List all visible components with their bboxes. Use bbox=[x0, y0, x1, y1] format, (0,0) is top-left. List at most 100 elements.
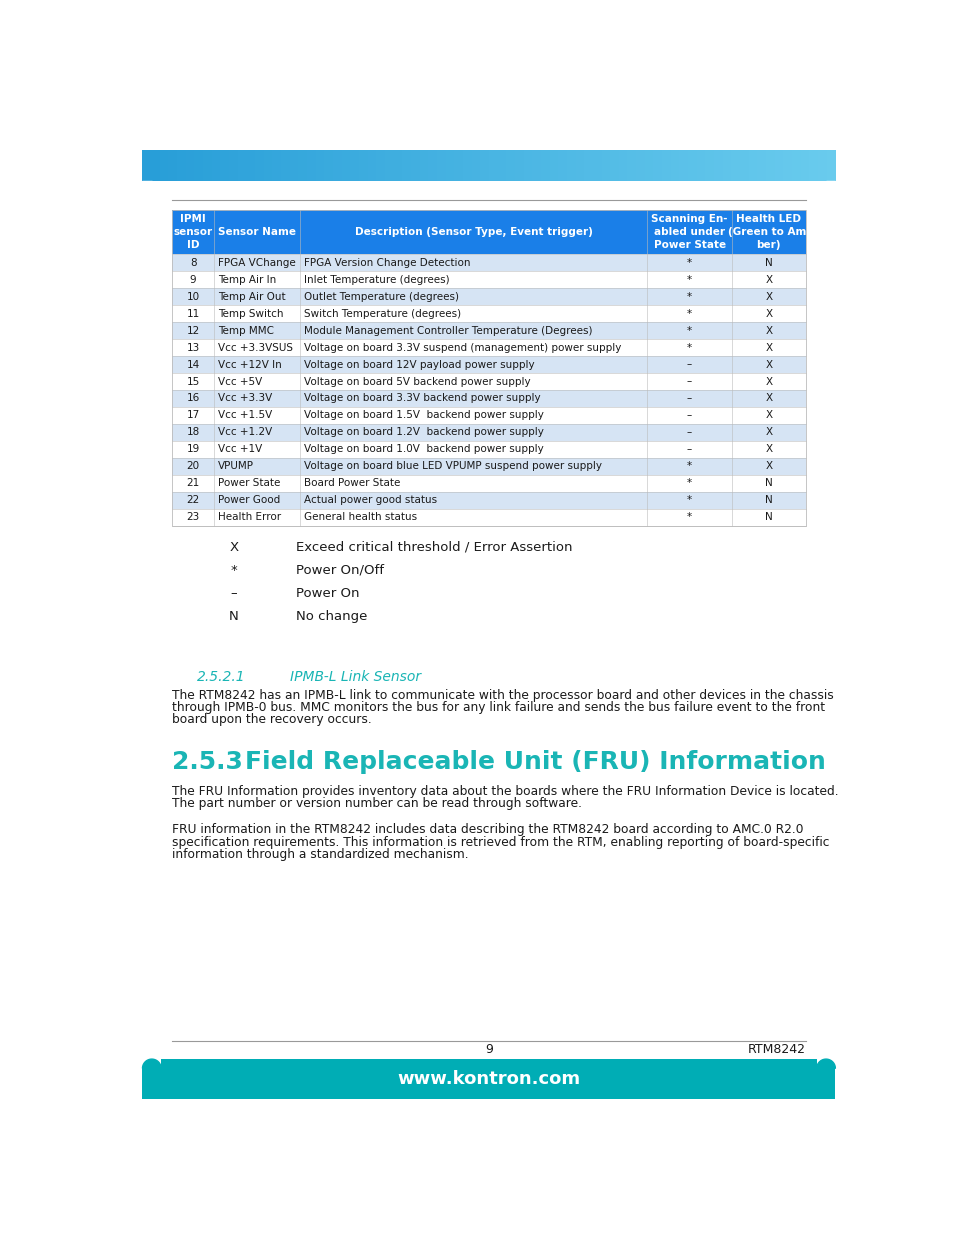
Bar bbox=[394, 148, 403, 180]
Text: *: * bbox=[231, 563, 237, 577]
Text: 12: 12 bbox=[187, 326, 199, 336]
Text: *: * bbox=[686, 461, 692, 472]
Text: 9: 9 bbox=[484, 1044, 493, 1056]
Text: General health status: General health status bbox=[304, 513, 416, 522]
Text: IPMI
sensor
ID: IPMI sensor ID bbox=[173, 215, 213, 249]
Bar bbox=[532, 148, 541, 180]
Text: Voltage on board 1.5V  backend power supply: Voltage on board 1.5V backend power supp… bbox=[304, 410, 543, 420]
Bar bbox=[644, 148, 654, 180]
Bar bbox=[462, 148, 472, 180]
Bar bbox=[186, 148, 195, 180]
Bar bbox=[367, 148, 376, 180]
Text: Power State: Power State bbox=[218, 478, 280, 488]
Text: X: X bbox=[764, 326, 772, 336]
Text: Voltage on board 3.3V backend power supply: Voltage on board 3.3V backend power supp… bbox=[304, 394, 540, 404]
Text: Board Power State: Board Power State bbox=[304, 478, 400, 488]
Bar bbox=[445, 148, 455, 180]
Text: –: – bbox=[686, 359, 692, 369]
Text: 15: 15 bbox=[187, 377, 199, 387]
Bar bbox=[618, 148, 628, 180]
Bar bbox=[540, 148, 550, 180]
Text: Switch Temperature (degrees): Switch Temperature (degrees) bbox=[304, 309, 460, 319]
Bar bbox=[375, 148, 385, 180]
Text: *: * bbox=[686, 478, 692, 488]
Text: specification requirements. This information is retrieved from the RTM, enabling: specification requirements. This informa… bbox=[172, 836, 828, 848]
Text: Health Error: Health Error bbox=[218, 513, 281, 522]
Bar bbox=[333, 148, 342, 180]
Text: FPGA VChange: FPGA VChange bbox=[218, 258, 295, 268]
Bar bbox=[172, 288, 805, 305]
Bar bbox=[229, 148, 238, 180]
Text: Power Good: Power Good bbox=[218, 495, 280, 505]
Text: *: * bbox=[686, 291, 692, 301]
Text: 18: 18 bbox=[187, 427, 199, 437]
Bar bbox=[808, 148, 818, 180]
Text: X: X bbox=[764, 445, 772, 454]
Bar bbox=[488, 148, 497, 180]
Bar bbox=[575, 148, 584, 180]
Text: through IPMB-0 bus. MMC monitors the bus for any link failure and sends the bus : through IPMB-0 bus. MMC monitors the bus… bbox=[172, 701, 824, 714]
Text: The part number or version number can be read through software.: The part number or version number can be… bbox=[172, 798, 581, 810]
Bar bbox=[172, 210, 805, 254]
Text: –: – bbox=[686, 445, 692, 454]
Bar bbox=[515, 148, 524, 180]
Text: 23: 23 bbox=[187, 513, 199, 522]
Bar bbox=[324, 148, 334, 180]
Text: Vcc +3.3V: Vcc +3.3V bbox=[218, 394, 273, 404]
Bar bbox=[782, 148, 792, 180]
Text: Vcc +3.3VSUS: Vcc +3.3VSUS bbox=[218, 342, 293, 353]
Bar bbox=[731, 148, 740, 180]
Text: Scanning En-
abled under
Power State: Scanning En- abled under Power State bbox=[651, 215, 727, 249]
Text: Inlet Temperature (degrees): Inlet Temperature (degrees) bbox=[304, 275, 449, 285]
Bar bbox=[679, 148, 688, 180]
Bar bbox=[636, 148, 645, 180]
Bar bbox=[610, 148, 618, 180]
Bar bbox=[419, 148, 429, 180]
Bar bbox=[653, 148, 662, 180]
Text: VPUMP: VPUMP bbox=[218, 461, 254, 472]
Bar bbox=[281, 148, 291, 180]
Text: 17: 17 bbox=[187, 410, 199, 420]
Bar bbox=[402, 148, 412, 180]
Text: *: * bbox=[686, 258, 692, 268]
Text: Actual power good status: Actual power good status bbox=[304, 495, 436, 505]
Text: 20: 20 bbox=[187, 461, 199, 472]
Text: X: X bbox=[764, 275, 772, 285]
Text: 10: 10 bbox=[187, 291, 199, 301]
Bar bbox=[523, 148, 533, 180]
Text: Power On: Power On bbox=[295, 587, 359, 600]
Bar bbox=[592, 148, 601, 180]
Bar bbox=[714, 148, 722, 180]
Bar bbox=[177, 148, 187, 180]
Text: 8: 8 bbox=[190, 258, 196, 268]
Text: –: – bbox=[686, 394, 692, 404]
Bar bbox=[816, 1057, 835, 1068]
Bar bbox=[212, 148, 221, 180]
Text: Outlet Temperature (degrees): Outlet Temperature (degrees) bbox=[304, 291, 458, 301]
Bar bbox=[263, 148, 273, 180]
Text: X: X bbox=[764, 291, 772, 301]
Bar bbox=[172, 305, 805, 322]
Bar bbox=[172, 390, 805, 406]
Text: N: N bbox=[764, 478, 772, 488]
Bar bbox=[194, 148, 204, 180]
Bar bbox=[385, 148, 394, 180]
Bar bbox=[661, 148, 671, 180]
Bar bbox=[791, 148, 801, 180]
Text: X: X bbox=[764, 410, 772, 420]
Bar bbox=[172, 458, 805, 474]
Bar bbox=[246, 148, 255, 180]
Text: X: X bbox=[764, 461, 772, 472]
Text: –: – bbox=[686, 377, 692, 387]
Bar bbox=[583, 148, 593, 180]
Text: Exceed critical threshold / Error Assertion: Exceed critical threshold / Error Assert… bbox=[295, 541, 572, 553]
Text: N: N bbox=[764, 513, 772, 522]
Bar bbox=[298, 148, 308, 180]
Bar bbox=[506, 148, 516, 180]
Text: *: * bbox=[686, 275, 692, 285]
Bar bbox=[172, 424, 805, 441]
Text: 16: 16 bbox=[187, 394, 199, 404]
Text: Temp MMC: Temp MMC bbox=[218, 326, 274, 336]
Bar bbox=[436, 148, 446, 180]
Bar bbox=[627, 148, 637, 180]
